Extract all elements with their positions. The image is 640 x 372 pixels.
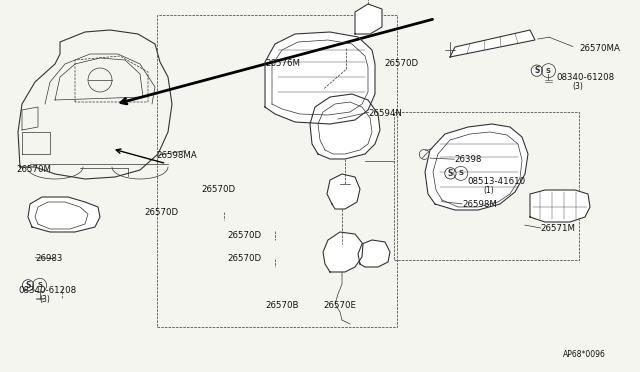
Text: 26570D: 26570D [384, 60, 418, 68]
Text: 26571M: 26571M [541, 224, 576, 233]
Text: 26570M: 26570M [16, 165, 51, 174]
Text: (3): (3) [40, 295, 51, 304]
Text: S: S [534, 66, 540, 75]
Text: 26598M: 26598M [462, 200, 497, 209]
Polygon shape [450, 30, 535, 57]
Polygon shape [425, 124, 528, 210]
Polygon shape [265, 32, 375, 124]
Text: 26983: 26983 [35, 254, 63, 263]
Text: 08340-61208: 08340-61208 [18, 286, 76, 295]
Polygon shape [355, 4, 382, 34]
Text: 26570E: 26570E [323, 301, 356, 310]
Polygon shape [323, 232, 363, 272]
Text: 26570D: 26570D [144, 208, 178, 217]
Bar [157, 15, 397, 327]
Text: (1): (1) [483, 186, 494, 195]
Text: 26570MA: 26570MA [579, 44, 620, 53]
Polygon shape [358, 240, 390, 267]
Text: 26594N: 26594N [368, 109, 402, 118]
Text: 26576M: 26576M [266, 60, 301, 68]
Text: 26398: 26398 [454, 155, 482, 164]
Text: 08513-41610: 08513-41610 [467, 177, 525, 186]
Text: AP68*0096: AP68*0096 [563, 350, 606, 359]
Polygon shape [530, 190, 590, 222]
Polygon shape [28, 197, 100, 232]
Bar [394, 112, 579, 260]
Text: 08340-61208: 08340-61208 [557, 73, 615, 82]
Text: S: S [458, 170, 463, 176]
Text: 26570D: 26570D [202, 185, 236, 194]
Text: 26598MA: 26598MA [157, 151, 198, 160]
Text: S: S [546, 68, 551, 74]
Polygon shape [310, 94, 380, 159]
Text: (3): (3) [573, 82, 584, 91]
Text: S: S [448, 169, 453, 178]
Polygon shape [327, 174, 360, 209]
Text: S: S [26, 281, 31, 290]
Text: 26570D: 26570D [227, 231, 261, 240]
Text: 26570D: 26570D [227, 254, 261, 263]
Text: 26570B: 26570B [266, 301, 299, 310]
Text: S: S [37, 282, 42, 288]
